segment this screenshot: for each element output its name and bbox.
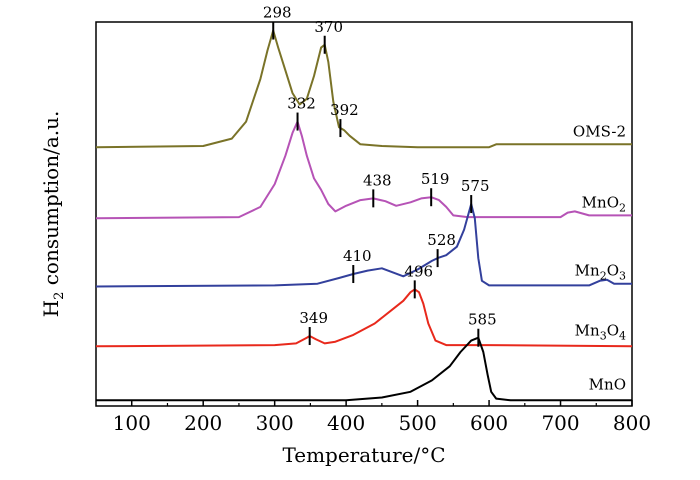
peak-label: 392: [330, 101, 359, 119]
peak-label: 438: [363, 171, 392, 189]
x-tick-label: 200: [184, 411, 222, 435]
series-line: [95, 203, 632, 288]
x-axis-title: Temperature/°C: [282, 443, 445, 467]
x-tick-label: 400: [327, 411, 365, 435]
peak-label: 528: [427, 231, 456, 249]
series-mno: 585 MnO: [96, 311, 632, 402]
peak-label: 496: [404, 262, 433, 280]
series-oms-2: 298 370 392 OMS-2: [95, 4, 632, 149]
series-line: [95, 120, 632, 220]
series-layer: 298 370 392 OMS-2 332 438 519 MnO2 410 528 575 Mn2O…: [95, 4, 633, 402]
peak-label: 298: [263, 4, 292, 22]
series-label: MnO: [589, 375, 626, 393]
peak-label: 332: [287, 95, 316, 113]
series-mn3o4: 349 496 Mn3O4: [95, 262, 633, 348]
series-label: OMS-2: [573, 122, 626, 140]
x-tick-label: 300: [256, 411, 294, 435]
series-mn2o3: 410 528 575 Mn2O3: [95, 177, 632, 288]
peak-label: 349: [299, 309, 328, 327]
plot-frame: [95, 21, 633, 407]
x-tick-label: 500: [399, 411, 437, 435]
x-tick-label: 700: [541, 411, 579, 435]
peak-label: 575: [461, 177, 490, 195]
series-line: [95, 288, 633, 348]
series-label: MnO2: [582, 193, 626, 214]
x-tick-label: 600: [470, 411, 508, 435]
series-mno2: 332 438 519 MnO2: [95, 95, 632, 220]
series-label: Mn3O4: [575, 321, 626, 342]
peak-label: 585: [468, 311, 497, 329]
y-axis-title: H2 consumption/a.u.: [39, 111, 67, 318]
peak-label: 519: [421, 170, 450, 188]
x-tick-label: 800: [613, 411, 651, 435]
series-label: Mn2O3: [575, 262, 626, 283]
peak-label: 370: [314, 18, 343, 36]
x-tick-label: 100: [113, 411, 151, 435]
peak-label: 410: [343, 247, 372, 265]
x-axis: 100 200 300 400 500 600 700 800: [113, 400, 651, 435]
series-line: [96, 336, 632, 402]
series-line: [95, 29, 632, 149]
